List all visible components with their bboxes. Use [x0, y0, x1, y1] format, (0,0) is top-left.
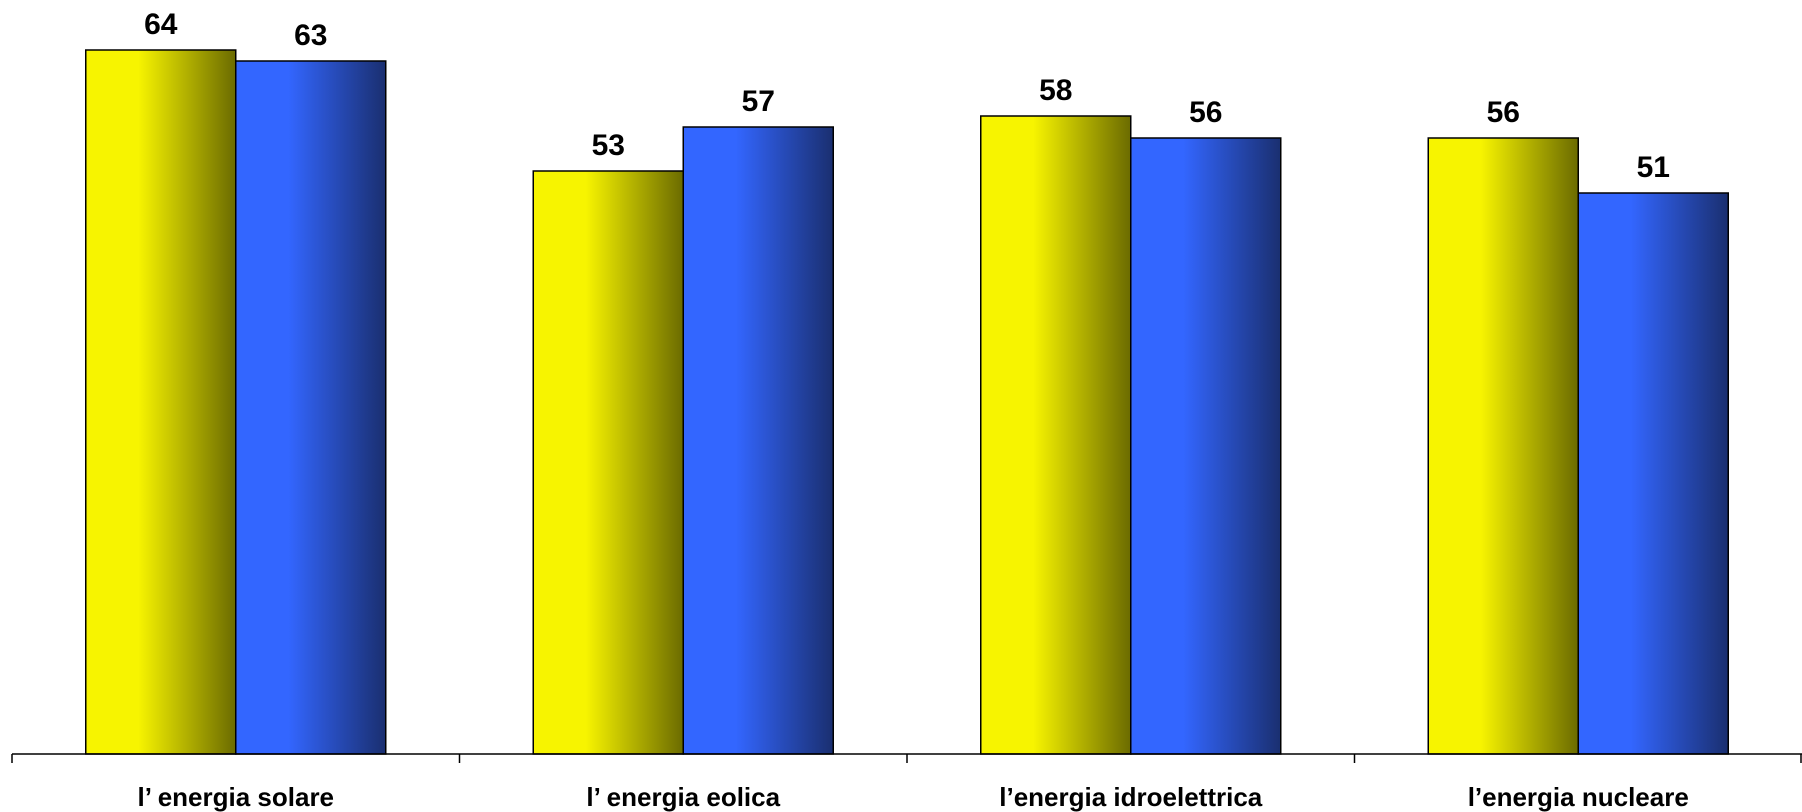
bar-series1-2: [532, 170, 684, 755]
data-label-series2-3: 56: [1189, 96, 1222, 129]
x-tick-label-2: l’ energia eolica: [586, 782, 780, 812]
x-tick-label-4: l’energia nucleare: [1468, 782, 1689, 812]
bar-series2-1: [235, 60, 387, 755]
bar-series1-4: [1427, 137, 1579, 755]
x-tick-label-1: l’ energia solare: [137, 782, 334, 812]
data-label-series2-2: 57: [742, 85, 775, 118]
data-label-series1-4: 56: [1487, 96, 1520, 129]
bar-series1-3: [980, 115, 1132, 755]
bar-series2-3: [1130, 137, 1282, 755]
data-label-series1-1: 64: [144, 8, 178, 41]
x-tick-label-3: l’energia idroelettrica: [999, 782, 1263, 812]
bar-series2-4: [1577, 192, 1729, 755]
data-label-series2-4: 51: [1637, 151, 1670, 184]
x-axis: [11, 753, 1802, 763]
x-tick-labels: l’ energia solare l’ energia eolica l’ener…: [137, 782, 1688, 812]
data-label-series2-1: 63: [294, 19, 327, 52]
data-label-series1-2: 53: [592, 129, 625, 162]
value-labels: 64 63 53 57 58 56 56 51: [144, 8, 1670, 184]
bars: [85, 49, 1729, 755]
bar-series1-1: [85, 49, 237, 755]
data-label-series1-3: 58: [1039, 74, 1072, 107]
bar-series2-2: [682, 126, 834, 755]
